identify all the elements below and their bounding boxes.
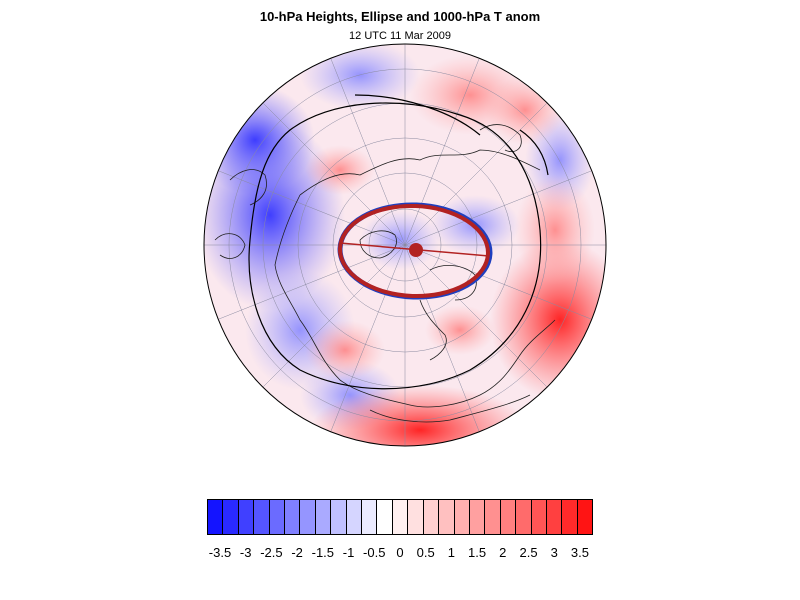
colorbar-tick-label: 3.5 (570, 545, 589, 560)
colorbar-segment (315, 500, 332, 534)
colorbar-tick-label: -1.5 (311, 545, 335, 560)
ellipse-center-dot (409, 243, 423, 257)
colorbar-tick-label: 1 (447, 545, 455, 560)
colorbar-tick-label: 3 (550, 545, 558, 560)
colorbar-tick-label: 1.5 (468, 545, 487, 560)
colorbar-segment (423, 500, 440, 534)
colorbar-segment (300, 500, 316, 534)
colorbar-segment (454, 500, 470, 534)
colorbar-tick-label: -3 (239, 545, 252, 560)
colorbar-tick-label: -3.5 (208, 545, 232, 560)
colorbar-segment (254, 500, 270, 534)
colorbar-segment (408, 500, 424, 534)
colorbar-segment (531, 500, 547, 534)
colorbar-segment (362, 500, 378, 534)
map-subtitle: 12 UTC 11 Mar 2009 (349, 30, 451, 42)
globe-outline (203, 43, 607, 447)
colorbar-tick-label: 0.5 (416, 545, 435, 560)
colorbar-segment (500, 500, 517, 534)
colorbar-segment (392, 500, 409, 534)
colorbar-segment (516, 500, 532, 534)
colorbar-tick-label: -2.5 (260, 545, 283, 560)
graticule (204, 44, 606, 446)
map-title: 10-hPa Heights, Ellipse and 1000-hPa T a… (259, 9, 541, 24)
colorbar-segment (331, 500, 347, 534)
colorbar-segment (269, 500, 286, 534)
colorbar-segment (223, 500, 239, 534)
colorbar (207, 499, 593, 535)
colorbar-tick-label: -2 (291, 545, 303, 560)
height-contours (248, 94, 549, 390)
coastlines (214, 124, 556, 423)
temperature-anomaly-field (204, 44, 606, 446)
colorbar-tick-label: 2 (499, 545, 507, 560)
colorbar-segment (377, 500, 393, 534)
colorbar-tick-label: -0.5 (363, 545, 386, 560)
colorbar-segment (562, 500, 578, 534)
colorbar-segment (439, 500, 455, 534)
vortex-ellipse (337, 202, 493, 300)
colorbar-tick-label: 2.5 (519, 545, 538, 560)
colorbar-segment (485, 500, 501, 534)
colorbar-segment (546, 500, 563, 534)
colorbar-segment (238, 500, 255, 534)
colorbar-tick-label: 0 (396, 545, 404, 560)
colorbar-segment (208, 500, 224, 534)
colorbar-segment (346, 500, 363, 534)
colorbar-segment (469, 500, 486, 534)
colorbar-segment (577, 500, 593, 534)
colorbar-segment (285, 500, 301, 534)
colorbar-tick-label: -1 (342, 545, 355, 560)
